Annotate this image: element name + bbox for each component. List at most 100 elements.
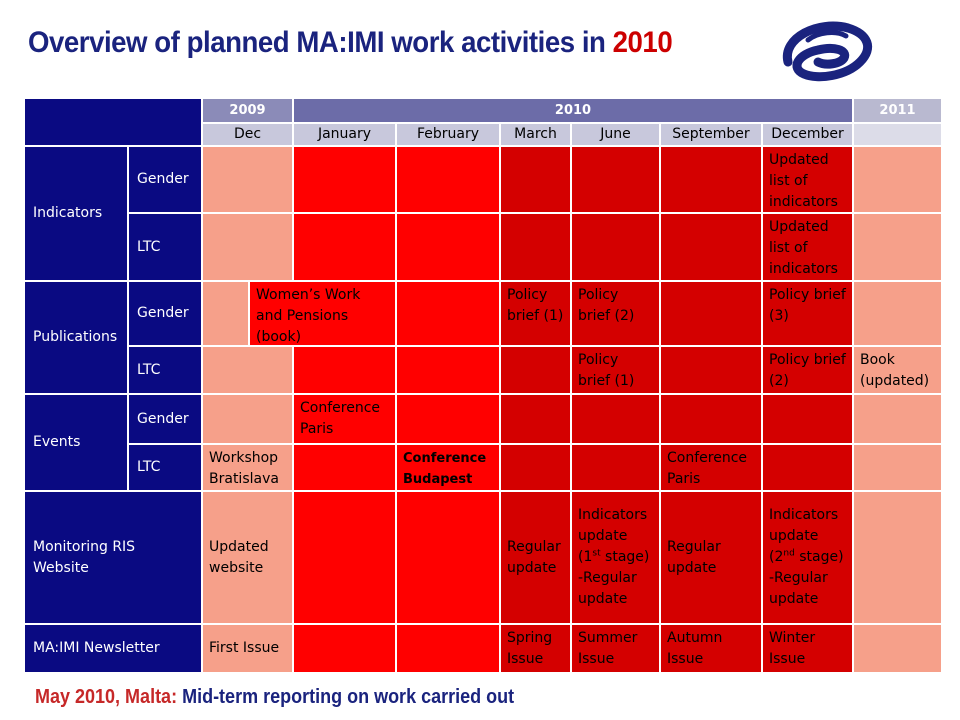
cell-publications-gender-january: Women’s Work and Pensions (book) <box>250 282 397 347</box>
year-2010: 2010 <box>294 99 854 124</box>
cell <box>203 347 294 395</box>
cell <box>294 492 397 625</box>
category-publications: Publications <box>25 282 129 395</box>
cell-text: Regular update <box>507 538 561 576</box>
month-december: December <box>763 124 854 147</box>
cell-newsletter-june: Summer Issue <box>572 625 661 674</box>
cell <box>294 625 397 674</box>
year-2009: 2009 <box>203 99 294 124</box>
cell <box>203 214 294 282</box>
cell-events-ltc-dec2009: Workshop Bratislava <box>203 445 294 492</box>
cell <box>661 147 763 214</box>
footer-note: May 2010, Malta: Mid-term reporting on w… <box>35 686 514 709</box>
cell <box>397 347 501 395</box>
cell <box>501 445 572 492</box>
cell <box>294 214 397 282</box>
cell <box>572 214 661 282</box>
cell <box>572 147 661 214</box>
cell-events-ltc-february: Conference Budapest <box>397 445 501 492</box>
sub-gender: Gender <box>129 395 203 445</box>
cell-newsletter-december: Winter Issue <box>763 625 854 674</box>
cell <box>203 282 250 347</box>
month-january: January <box>294 124 397 147</box>
cell-events-ltc-september: Conference Paris <box>661 445 763 492</box>
cell <box>854 445 943 492</box>
cell <box>661 282 763 347</box>
sub-gender: Gender <box>129 282 203 347</box>
cell <box>854 395 943 445</box>
cell-publications-gender-march: Policy brief (1) <box>501 282 572 347</box>
cell <box>854 214 943 282</box>
cell-monitoring-december: Indicators update (2nd stage) -Regular u… <box>763 492 854 625</box>
cell <box>572 395 661 445</box>
cell <box>763 395 854 445</box>
category-indicators: Indicators <box>25 147 129 282</box>
cell <box>501 395 572 445</box>
cell <box>854 625 943 674</box>
cell <box>661 395 763 445</box>
sub-ltc: LTC <box>129 445 203 492</box>
cell-newsletter-september: Autumn Issue <box>661 625 763 674</box>
cell <box>661 347 763 395</box>
cell <box>572 445 661 492</box>
cell-indicators-gender-december: Updated list of indicators <box>763 147 854 214</box>
cell <box>397 395 501 445</box>
cell-text: Regular update <box>667 538 721 576</box>
page-title: Overview of planned MA:IMI work activiti… <box>28 26 673 60</box>
sub-gender: Gender <box>129 147 203 214</box>
cell <box>294 445 397 492</box>
month-dec-2009: Dec <box>203 124 294 147</box>
year-2011: 2011 <box>854 99 943 124</box>
cell <box>397 214 501 282</box>
cell <box>294 147 397 214</box>
month-february: February <box>397 124 501 147</box>
cell <box>854 147 943 214</box>
cell <box>854 492 943 625</box>
cell-text: Indicators update (1st stage) -Regular u… <box>578 505 653 610</box>
cell-text: First Issue <box>209 640 280 656</box>
cell <box>854 282 943 347</box>
council-of-europe-logo <box>782 21 873 82</box>
cell-indicators-ltc-december: Updated list of indicators <box>763 214 854 282</box>
cell-publications-ltc-december: Policy brief (2) <box>763 347 854 395</box>
superscript: nd <box>783 548 795 559</box>
category-monitoring: Monitoring RIS Website <box>25 492 203 625</box>
activities-table: 2009 2010 2011 Dec January February Marc… <box>25 99 943 676</box>
text-part: stage) -Regular update <box>578 549 650 607</box>
title-main: Overview of planned MA:IMI work activiti… <box>28 26 613 59</box>
cell-publications-ltc-2011: Book (updated) <box>854 347 943 395</box>
cell <box>397 147 501 214</box>
cell <box>397 282 501 347</box>
cell <box>294 347 397 395</box>
cell <box>501 214 572 282</box>
text-part: stage) -Regular update <box>769 549 844 607</box>
cell-text: Updated website <box>209 538 269 576</box>
category-events: Events <box>25 395 129 492</box>
cell <box>661 214 763 282</box>
cell-events-gender-january: Conference Paris <box>294 395 397 445</box>
cell-publications-gender-june: Policy brief (2) <box>572 282 661 347</box>
month-june: June <box>572 124 661 147</box>
cell <box>763 445 854 492</box>
text-part: Indicators update (1 <box>578 507 648 565</box>
cell-newsletter-march: Spring Issue <box>501 625 572 674</box>
month-september: September <box>661 124 763 147</box>
cell <box>397 625 501 674</box>
footer-place: May 2010, Malta: <box>35 686 178 708</box>
superscript: st <box>592 548 601 559</box>
text-part: Indicators update (2 <box>769 507 839 565</box>
cell-monitoring-dec2009: Updated website <box>203 492 294 625</box>
cell-monitoring-september: Regular update <box>661 492 763 625</box>
cell-text: Indicators update (2nd stage) -Regular u… <box>769 505 846 610</box>
cell <box>397 492 501 625</box>
title-year: 2010 <box>612 26 673 59</box>
cell-publications-ltc-june: Policy brief (1) <box>572 347 661 395</box>
footer-text: Mid-term reporting on work carried out <box>177 686 515 708</box>
cell-monitoring-march: Regular update <box>501 492 572 625</box>
sub-ltc: LTC <box>129 214 203 282</box>
cell <box>203 147 294 214</box>
month-march: March <box>501 124 572 147</box>
cell-newsletter-dec2009: First Issue <box>203 625 294 674</box>
cell-publications-gender-december: Policy brief (3) <box>763 282 854 347</box>
cell <box>501 347 572 395</box>
